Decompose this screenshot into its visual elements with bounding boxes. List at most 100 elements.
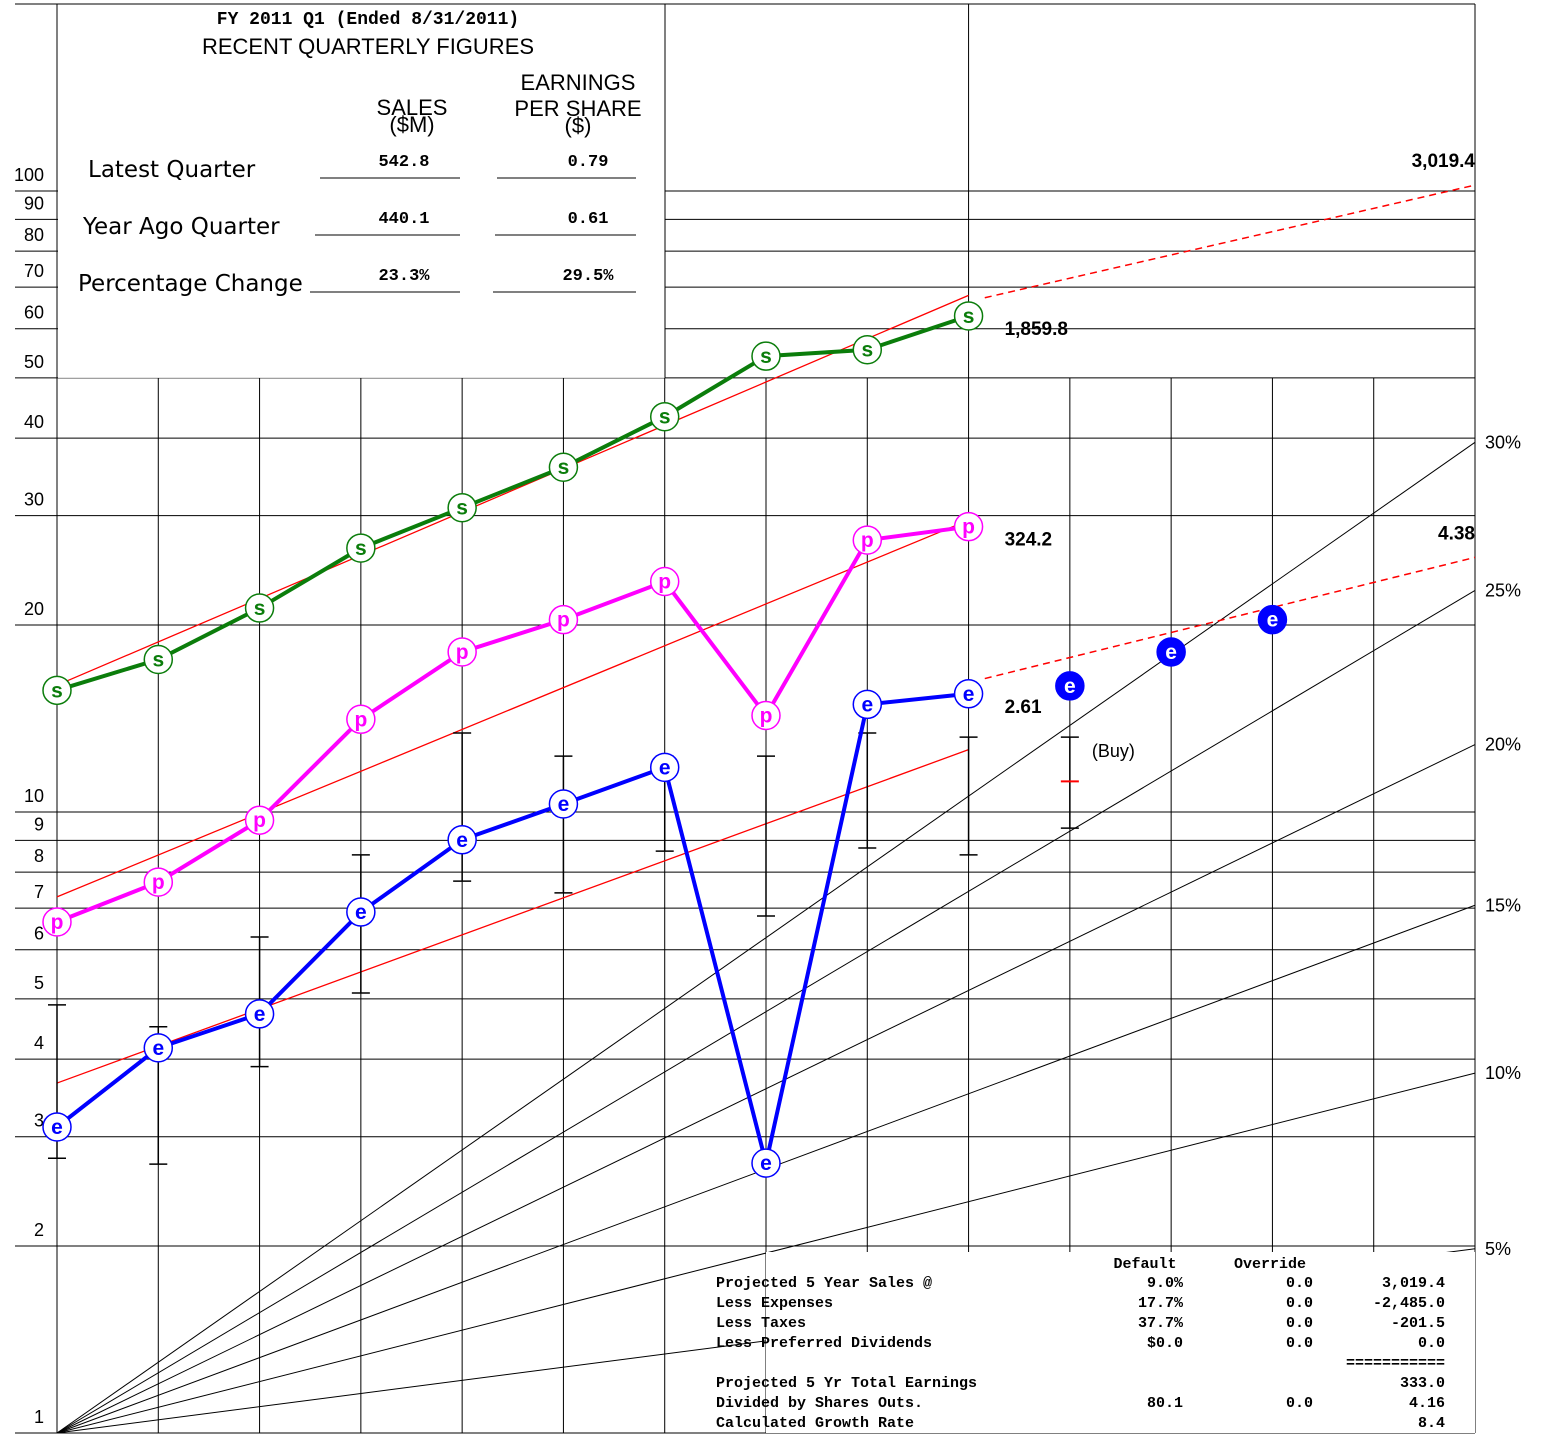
projection-line [984, 184, 1476, 299]
price-bar [453, 732, 472, 882]
point-marker [751, 1148, 781, 1178]
row-label: Year Ago Quarter [82, 214, 280, 240]
point-marker [1156, 637, 1186, 667]
y-tick-label: 6 [34, 924, 44, 944]
price-bar [554, 755, 573, 894]
y-tick-label: 60 [24, 303, 44, 323]
marker-letter: s [254, 597, 266, 620]
table-cell: Calculated Growth Rate [716, 1415, 914, 1432]
growth-label: 5% [1485, 1239, 1511, 1259]
table-cell: Less Expenses [716, 1295, 833, 1312]
marker-letter: e [760, 1152, 772, 1175]
column-header: EARNINGS [521, 70, 636, 95]
table-cell: 0.0 [1418, 1335, 1445, 1352]
marker-letter: s [861, 339, 873, 362]
table-cell: 0.0 [1286, 1335, 1313, 1352]
point-marker [953, 679, 984, 709]
latest-label: 1,859.8 [1005, 319, 1068, 340]
y-tick-label: 7 [34, 882, 44, 902]
marker-letter: s [51, 679, 63, 702]
eps-value: 0.61 [568, 210, 609, 229]
marker-letter: p [861, 529, 874, 552]
y-tick-label: 4 [34, 1033, 44, 1053]
growth-line [56, 744, 1476, 1434]
table-cell: $0.0 [1147, 1335, 1183, 1352]
point-marker [346, 897, 376, 927]
point-marker [953, 301, 984, 331]
marker-letter: e [254, 1003, 266, 1026]
price-bar [757, 755, 775, 917]
trend-line [56, 749, 969, 1084]
growth-label: 25% [1485, 580, 1521, 600]
growth-label: 10% [1485, 1063, 1521, 1083]
summary-title: FY 2011 Q1 (Ended 8/31/2011) [217, 10, 519, 30]
table-cell: Divided by Shares Outs. [716, 1395, 923, 1412]
point-marker [447, 825, 477, 855]
growth-label: 30% [1485, 432, 1521, 452]
point-marker [447, 637, 477, 667]
y-tick-label: 3 [34, 1111, 44, 1131]
series-line [55, 691, 969, 1164]
marker-letter: p [456, 641, 469, 664]
table-cell: 8.4 [1418, 1415, 1445, 1432]
y-tick-label: 10 [24, 786, 44, 806]
marker-letter: e [355, 901, 367, 924]
row-label: Latest Quarter [88, 157, 256, 183]
marker-letter: p [51, 911, 64, 934]
y-tick-label: 80 [24, 225, 44, 245]
marker-letter: p [658, 571, 671, 594]
y-tick-label: 2 [34, 1220, 44, 1240]
eps-value: 0.79 [568, 153, 609, 172]
column-header: SALES [377, 95, 448, 120]
point-marker [244, 999, 275, 1029]
table-cell: Projected 5 Yr Total Earnings [716, 1375, 977, 1392]
table-cell: Less Preferred Dividends [716, 1335, 932, 1352]
projection-label: 4.38 [1438, 523, 1475, 544]
latest-label: 324.2 [1005, 530, 1053, 551]
y-tick-label: 40 [24, 412, 44, 432]
marker-letter: s [456, 497, 468, 520]
table-cell: 333.0 [1400, 1375, 1445, 1392]
summary-subtitle: RECENT QUARTERLY FIGURES [202, 34, 534, 59]
marker-letter: s [760, 345, 772, 368]
marker-letter: e [456, 829, 468, 852]
table-cell: =========== [1346, 1355, 1445, 1372]
marker-letter: s [355, 537, 367, 560]
column-header: PER SHARE [514, 96, 641, 121]
marker-letter: e [861, 693, 873, 716]
column-header: ($) [565, 113, 592, 138]
point-marker [143, 644, 174, 675]
marker-letter: p [760, 705, 773, 728]
marker-letter: e [1064, 675, 1076, 698]
point-marker [953, 511, 984, 542]
point-marker [244, 805, 275, 835]
y-tick-label: 50 [24, 352, 44, 372]
point-marker [548, 452, 579, 482]
marker-letter: e [51, 1116, 63, 1139]
point-marker [548, 789, 579, 819]
table-cell: 3,019.4 [1382, 1275, 1445, 1292]
y-tick-label: 5 [34, 973, 44, 993]
y-tick-label: 70 [24, 261, 44, 281]
table-cell: -201.5 [1391, 1315, 1445, 1332]
point-marker [1257, 604, 1288, 635]
price-bar [1060, 736, 1079, 829]
point-marker [852, 689, 883, 720]
point-marker [649, 566, 680, 597]
point-marker [346, 704, 376, 735]
marker-letter: e [963, 683, 975, 706]
growth-label: 15% [1485, 895, 1521, 915]
point-marker [649, 401, 680, 432]
buy-label: (Buy) [1092, 741, 1135, 761]
sales-value: 542.8 [378, 153, 429, 172]
marker-letter: s [963, 305, 975, 328]
table-cell: Projected 5 Year Sales @ [716, 1275, 932, 1292]
price-bar [959, 736, 978, 856]
latest-label: 2.61 [1005, 697, 1042, 718]
series-line [56, 314, 970, 693]
table-cell: 0.0 [1286, 1395, 1313, 1412]
sales-value: 440.1 [378, 210, 429, 229]
y-tick-label: 30 [24, 490, 44, 510]
y-tick-label: 20 [24, 599, 44, 619]
